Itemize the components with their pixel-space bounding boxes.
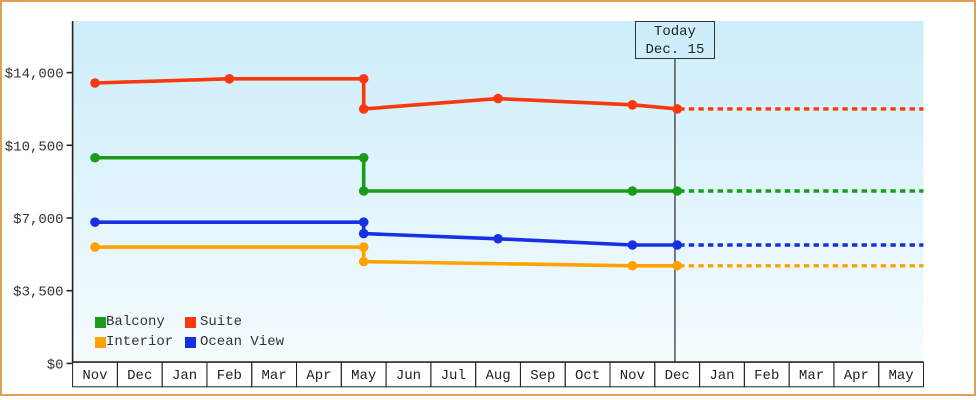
svg-text:May: May [351, 368, 376, 384]
svg-text:Oct: Oct [575, 368, 600, 384]
svg-text:Dec: Dec [665, 368, 690, 384]
svg-text:$7,000: $7,000 [13, 212, 63, 228]
svg-text:$14,000: $14,000 [5, 67, 64, 83]
svg-text:Mar: Mar [799, 368, 824, 384]
svg-text:May: May [889, 368, 914, 384]
svg-text:$10,500: $10,500 [5, 139, 64, 155]
svg-text:Nov: Nov [82, 368, 107, 384]
svg-text:Dec: Dec [127, 368, 152, 384]
svg-text:Jul: Jul [441, 368, 466, 384]
svg-text:Mar: Mar [262, 368, 287, 384]
svg-text:Nov: Nov [620, 368, 645, 384]
svg-text:$3,500: $3,500 [13, 285, 63, 301]
svg-text:Jan: Jan [709, 368, 734, 384]
svg-text:Sep: Sep [530, 368, 555, 384]
svg-text:Jun: Jun [396, 368, 421, 384]
svg-text:Jan: Jan [172, 368, 197, 384]
svg-text:Aug: Aug [485, 368, 510, 384]
svg-text:Feb: Feb [754, 368, 779, 384]
svg-text:$0: $0 [47, 357, 64, 373]
svg-text:Apr: Apr [844, 368, 869, 384]
svg-text:Feb: Feb [217, 368, 242, 384]
svg-text:Apr: Apr [306, 368, 331, 384]
